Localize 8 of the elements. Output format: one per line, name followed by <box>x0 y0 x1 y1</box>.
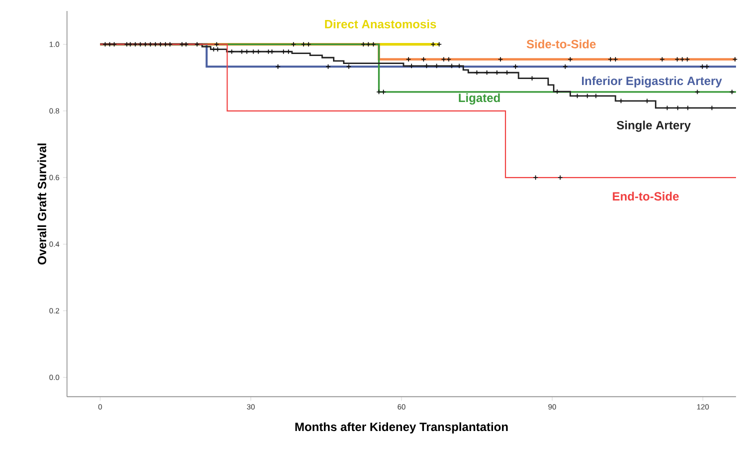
x-axis-title: Months after Kideney Transplantation <box>295 422 508 434</box>
series-label: Side-to-Side <box>526 40 596 48</box>
series-label: Single Artery <box>616 120 691 132</box>
series-label: End-to-Side <box>612 192 679 201</box>
series-label: Inferior Epigastric Artery <box>582 76 722 88</box>
series-label: Ligated <box>458 93 500 105</box>
y-axis-title: Overall Graft Survival <box>37 144 46 264</box>
series-label: Direct Anastomosis <box>325 20 436 28</box>
